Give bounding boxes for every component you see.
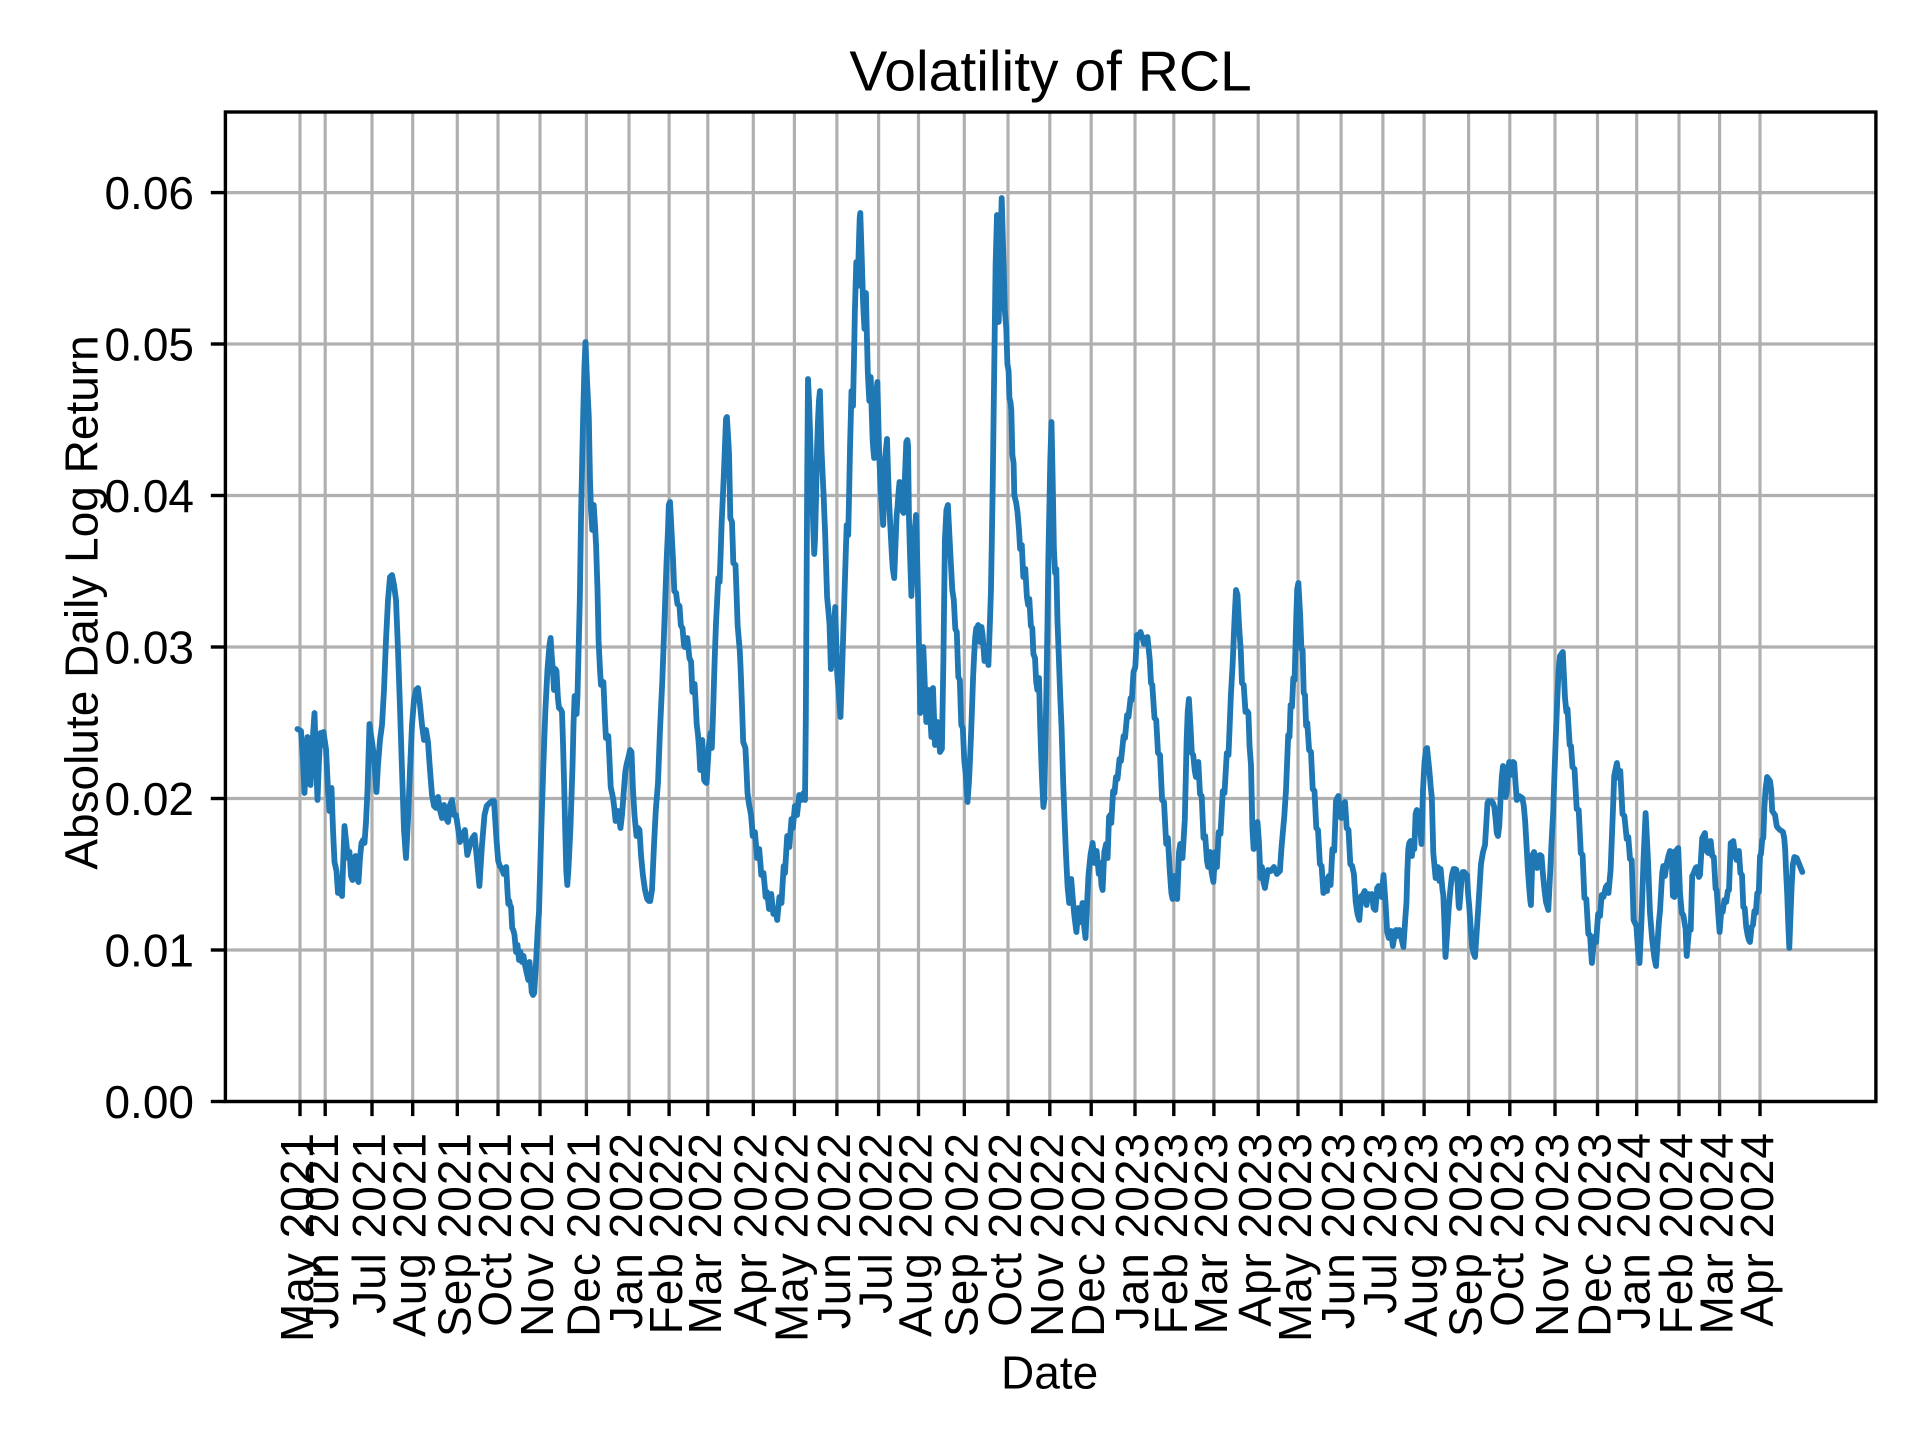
- svg-text:Apr 2023: Apr 2023: [1229, 1132, 1281, 1327]
- svg-text:May 2022: May 2022: [765, 1132, 817, 1342]
- svg-text:Feb 2022: Feb 2022: [640, 1132, 692, 1334]
- svg-text:Dec 2021: Dec 2021: [557, 1132, 609, 1337]
- svg-text:Jan 2022: Jan 2022: [600, 1132, 652, 1329]
- svg-text:Jan 2024: Jan 2024: [1608, 1132, 1660, 1329]
- svg-text:Jun 2022: Jun 2022: [808, 1132, 860, 1329]
- svg-text:Aug 2023: Aug 2023: [1395, 1132, 1447, 1337]
- svg-text:Volatility of RCL: Volatility of RCL: [849, 40, 1251, 104]
- svg-text:Sep 2022: Sep 2022: [935, 1132, 987, 1337]
- svg-text:Apr 2022: Apr 2022: [724, 1132, 776, 1327]
- svg-text:Jan 2023: Jan 2023: [1106, 1132, 1158, 1329]
- svg-text:Aug 2022: Aug 2022: [890, 1132, 942, 1337]
- svg-text:Mar 2022: Mar 2022: [679, 1132, 731, 1334]
- svg-text:May 2021: May 2021: [271, 1132, 323, 1342]
- svg-text:Nov 2023: Nov 2023: [1526, 1132, 1578, 1337]
- svg-text:Jun 2023: Jun 2023: [1312, 1132, 1364, 1329]
- svg-text:Aug 2021: Aug 2021: [384, 1132, 436, 1337]
- svg-text:Sep 2023: Sep 2023: [1440, 1132, 1492, 1337]
- svg-text:Jul 2022: Jul 2022: [850, 1132, 902, 1314]
- svg-text:Feb 2024: Feb 2024: [1650, 1132, 1702, 1334]
- svg-text:Nov 2021: Nov 2021: [511, 1132, 563, 1337]
- svg-text:0.01: 0.01: [104, 925, 194, 977]
- svg-text:Apr 2024: Apr 2024: [1731, 1132, 1783, 1327]
- svg-text:Mar 2023: Mar 2023: [1185, 1132, 1237, 1334]
- svg-text:Dec 2023: Dec 2023: [1569, 1132, 1621, 1337]
- svg-text:May 2023: May 2023: [1269, 1132, 1321, 1342]
- svg-text:Oct 2021: Oct 2021: [469, 1132, 521, 1327]
- svg-text:Absolute Daily Log Return: Absolute Daily Log Return: [56, 335, 108, 869]
- svg-text:0.05: 0.05: [104, 319, 194, 371]
- svg-text:Feb 2023: Feb 2023: [1145, 1132, 1197, 1334]
- svg-text:Jul 2023: Jul 2023: [1354, 1132, 1406, 1314]
- svg-text:Nov 2022: Nov 2022: [1021, 1132, 1073, 1337]
- svg-text:0.02: 0.02: [104, 773, 194, 825]
- svg-text:Sep 2021: Sep 2021: [428, 1132, 480, 1337]
- svg-text:0.04: 0.04: [104, 470, 194, 522]
- svg-text:0.06: 0.06: [104, 167, 194, 219]
- svg-text:Dec 2022: Dec 2022: [1062, 1132, 1114, 1337]
- svg-text:0.03: 0.03: [104, 622, 194, 674]
- svg-text:Jun 2021: Jun 2021: [296, 1132, 348, 1329]
- svg-text:Jul 2021: Jul 2021: [343, 1132, 395, 1314]
- svg-text:0.00: 0.00: [104, 1076, 194, 1128]
- svg-text:Oct 2023: Oct 2023: [1481, 1132, 1533, 1327]
- svg-text:Date: Date: [1001, 1347, 1098, 1399]
- svg-text:Mar 2024: Mar 2024: [1691, 1132, 1743, 1334]
- svg-text:Oct 2022: Oct 2022: [979, 1132, 1031, 1327]
